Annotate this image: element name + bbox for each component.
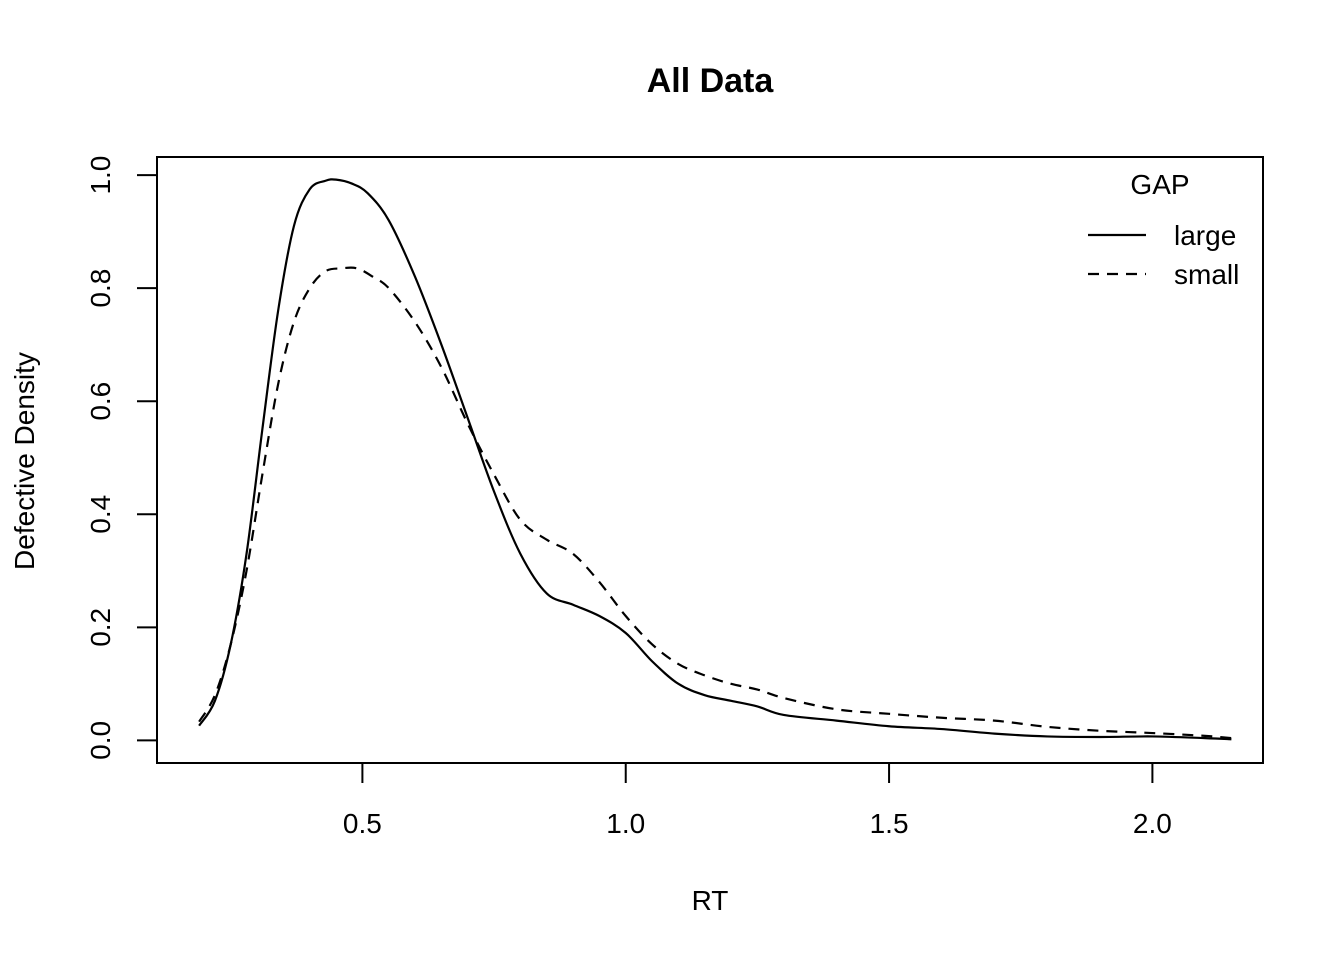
y-axis: 0.0 0.2 0.4 0.6 0.8 1.0 <box>85 156 158 760</box>
y-tick-label: 0.8 <box>85 269 116 308</box>
x-tick-label: 1.5 <box>870 808 909 839</box>
x-tick-label: 0.5 <box>343 808 382 839</box>
y-tick-label: 1.0 <box>85 156 116 195</box>
legend: GAP large small <box>1088 169 1239 290</box>
x-tick-label: 1.0 <box>606 808 645 839</box>
y-tick-label: 0.4 <box>85 495 116 534</box>
x-axis: 0.5 1.0 1.5 2.0 <box>343 762 1172 839</box>
legend-label-small: small <box>1174 259 1239 290</box>
plot-frame <box>156 156 1264 764</box>
y-tick-label: 0.0 <box>85 721 116 760</box>
y-tick-label: 0.6 <box>85 382 116 421</box>
y-tick-label: 0.2 <box>85 608 116 647</box>
series-small-line <box>198 266 1232 740</box>
series-large-line <box>198 178 1232 741</box>
legend-label-large: large <box>1174 220 1236 251</box>
legend-title: GAP <box>1130 169 1189 200</box>
y-axis-label: Defective Density <box>9 352 40 570</box>
x-tick-label: 2.0 <box>1133 808 1172 839</box>
plot-lines <box>198 178 1232 741</box>
x-axis-label: RT <box>692 885 729 916</box>
chart-title: All Data <box>647 62 775 100</box>
